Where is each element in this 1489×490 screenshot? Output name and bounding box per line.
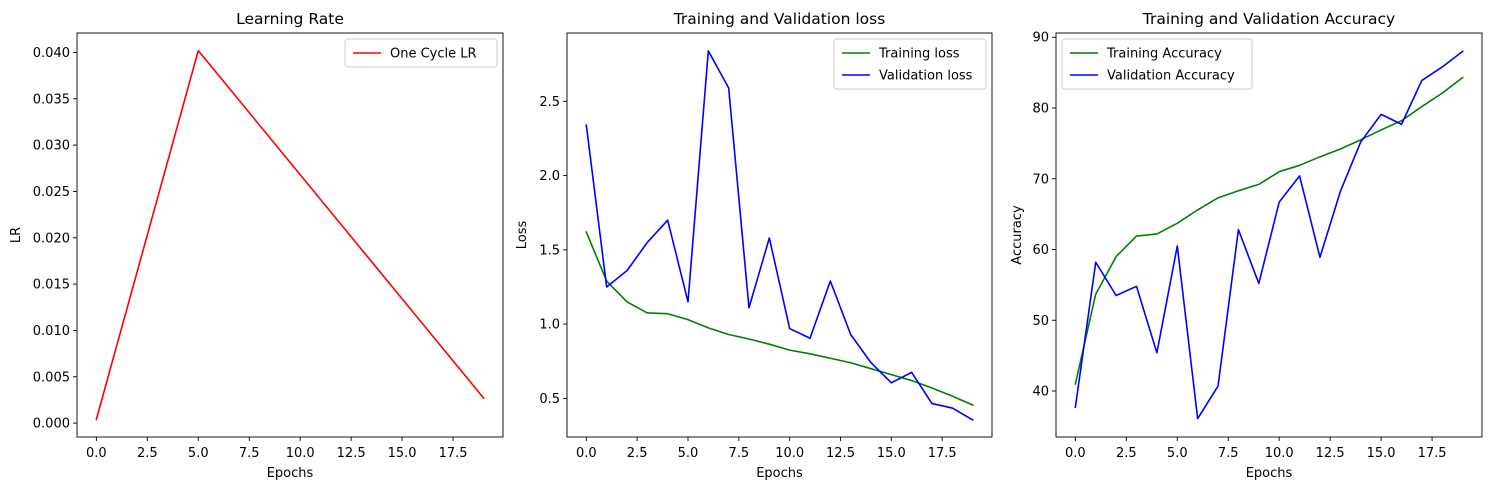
legend: One Cycle LR [344, 38, 498, 68]
legend-entry-label: Validation Accuracy [1107, 69, 1235, 84]
y-tick-label: 0.000 [33, 417, 70, 432]
subplot-2: 0.0 2.5 5.0 7.5 10.0 12.5 15.0 17.5 0.5 1.0 1.5 2.0… [515, 10, 993, 481]
plot-frame [1055, 32, 1483, 438]
x-tick-label: 0.0 [1065, 446, 1086, 461]
y-tick-label: 60 [1032, 243, 1049, 258]
legend-box [1061, 38, 1253, 90]
y-tick-label: 1.0 [539, 318, 560, 333]
legend-box [833, 38, 987, 90]
x-tick-label: 12.5 [337, 446, 366, 461]
chart-title: Training and Validation loss [673, 10, 886, 28]
x-axis-label: Epochs [756, 466, 803, 481]
chart-title: Training and Validation Accuracy [1142, 10, 1395, 28]
y-tick-label: 90 [1032, 31, 1049, 46]
legend: Training Accuracy Validation Accuracy [1061, 38, 1253, 90]
series-line-one-cycle-lr [95, 49, 485, 421]
y-tick-label: 40 [1032, 385, 1049, 400]
x-tick-label: 0.0 [576, 446, 597, 461]
y-tick-label: 2.0 [539, 169, 560, 184]
y-tick-label: 70 [1032, 172, 1049, 187]
legend-entry-label: Training Accuracy [1106, 47, 1222, 62]
x-tick-label: 10.0 [1265, 446, 1294, 461]
y-tick-label: 0.020 [33, 231, 70, 246]
x-tick-label: 5.0 [188, 446, 209, 461]
y-axis-label: Loss [515, 221, 530, 250]
y-tick-label: 0.015 [33, 278, 70, 293]
x-tick-label: 2.5 [137, 446, 158, 461]
x-tick-label: 7.5 [239, 446, 260, 461]
y-axis-label: LR [9, 227, 24, 243]
x-tick-label: 7.5 [728, 446, 749, 461]
y-tick-label: 0.035 [33, 92, 70, 107]
y-tick-label: 0.005 [33, 370, 70, 385]
y-tick-label: 0.040 [33, 46, 70, 61]
x-tick-label: 5.0 [1167, 446, 1188, 461]
x-tick-label: 10.0 [775, 446, 804, 461]
x-tick-label: 15.0 [1367, 446, 1396, 461]
x-tick-label: 12.5 [826, 446, 855, 461]
y-tick-label: 0.025 [33, 185, 70, 200]
y-tick-label: 0.030 [33, 139, 70, 154]
subplot-1: 0.0 2.5 5.0 7.5 10.0 12.5 15.0 17.5 0.000 0.005 0.… [9, 10, 504, 481]
series-line-validation-accuracy [1074, 50, 1464, 420]
legend-entry-label: Validation loss [879, 69, 973, 84]
x-tick-label: 17.5 [928, 446, 957, 461]
x-tick-label: 15.0 [388, 446, 417, 461]
x-tick-label: 5.0 [678, 446, 699, 461]
x-tick-label: 17.5 [1418, 446, 1447, 461]
x-axis-label: Epochs [1246, 466, 1293, 481]
y-tick-label: 50 [1032, 314, 1049, 329]
x-tick-label: 15.0 [877, 446, 906, 461]
y-tick-label: 0.5 [539, 392, 560, 407]
legend-entry-label: One Cycle LR [390, 47, 477, 62]
plot-frame [566, 32, 993, 438]
x-tick-label: 17.5 [439, 446, 468, 461]
legend: Training loss Validation loss [833, 38, 987, 90]
subplot-3: 0.0 2.5 5.0 7.5 10.0 12.5 15.0 17.5 40 50 60 70 80 90… [1010, 10, 1483, 481]
series-line-validation-loss [585, 50, 974, 422]
y-tick-label: 0.010 [33, 324, 70, 339]
plot-frame [76, 32, 504, 438]
x-tick-label: 0.0 [86, 446, 107, 461]
legend-entry-label: Training loss [878, 47, 960, 62]
y-tick-label: 2.5 [539, 95, 560, 110]
series-line-training-loss [585, 230, 974, 407]
x-tick-label: 2.5 [1116, 446, 1137, 461]
x-axis-label: Epochs [267, 466, 314, 481]
y-tick-label: 1.5 [539, 243, 560, 258]
x-tick-label: 2.5 [627, 446, 648, 461]
x-tick-label: 7.5 [1218, 446, 1239, 461]
y-axis-label: Accuracy [1010, 205, 1025, 265]
chart-title: Learning Rate [236, 10, 344, 28]
y-tick-label: 80 [1032, 101, 1049, 116]
legend-box [344, 38, 498, 68]
x-tick-label: 12.5 [1316, 446, 1345, 461]
x-tick-label: 10.0 [286, 446, 315, 461]
